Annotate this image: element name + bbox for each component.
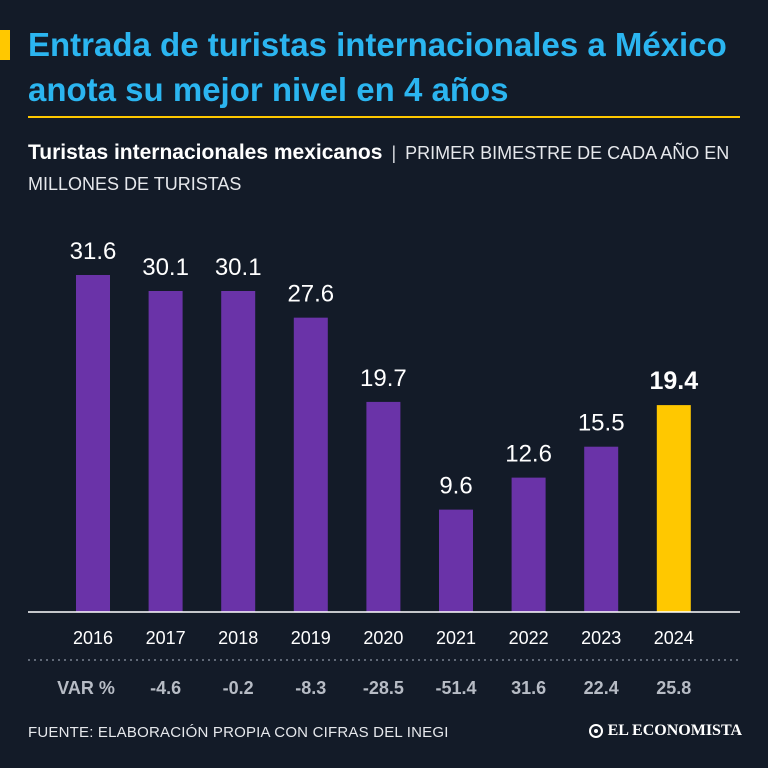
bar-2019 [293,317,328,612]
bar-2020 [366,401,401,612]
subtitle-separator: | [391,143,397,163]
headline: Entrada de turistas internacionales a Mé… [28,26,727,108]
variation-2020: -28.5 [363,678,404,698]
variation-2021: -51.4 [435,678,476,698]
value-label-2018: 30.1 [215,254,262,281]
bar-2023 [584,446,619,612]
x-tick-2019: 2019 [291,628,331,648]
variation-2024: 25.8 [656,678,691,698]
accent-bar [0,30,10,60]
x-tick-2022: 2022 [509,628,549,648]
value-label-2019: 27.6 [287,281,334,308]
x-tick-2020: 2020 [363,628,403,648]
x-tick-2021: 2021 [436,628,476,648]
bar-2021 [439,509,473,612]
value-label-2020: 19.7 [360,365,407,392]
value-label-2017: 30.1 [142,254,189,281]
variation-2022: 31.6 [511,678,546,698]
x-tick-2017: 2017 [146,628,186,648]
value-label-2016: 31.6 [70,238,117,265]
variation-2018: -0.2 [223,678,254,698]
source-note: FUENTE: ELABORACIÓN PROPIA CON CIFRAS DE… [28,724,449,741]
x-tick-2024: 2024 [654,628,694,648]
variation-row-label: VAR % [57,678,115,698]
bar-2016 [76,275,110,612]
chart-title: Turistas internacionales mexicanos [28,141,383,164]
value-label-2021: 9.6 [439,473,472,500]
bar-2017 [148,290,183,612]
bar-2024 [656,405,691,612]
x-tick-2016: 2016 [73,628,113,648]
logo-icon [588,724,603,738]
variation-2017: -4.6 [150,678,181,698]
chart-units: PRIMER BIMESTRE DE CADA AÑO EN MILLONES … [28,143,730,194]
x-tick-2018: 2018 [218,628,258,648]
bar-2018 [221,290,256,612]
bar-2022 [511,477,546,612]
value-label-2023: 15.5 [578,410,625,437]
variation-2023: 22.4 [584,678,619,698]
logo-text: EL ECONOMISTA [607,722,742,739]
value-label-2022: 12.6 [505,441,552,468]
chart-subtitle: Turistas internacionales mexicanos | PRI… [28,137,740,200]
variation-2019: -8.3 [295,678,326,698]
headline-rule [28,116,740,118]
x-tick-2023: 2023 [581,628,621,648]
brand-logo: EL ECONOMISTA [588,722,742,740]
value-label-2024: 19.4 [649,367,698,395]
